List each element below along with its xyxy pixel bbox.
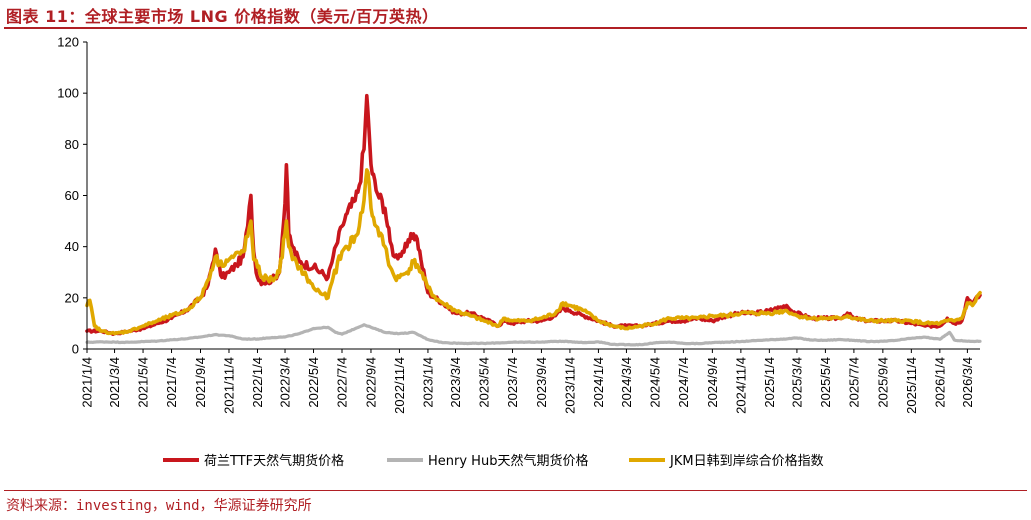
x-tick-label: 2022/11/4 [392, 357, 407, 414]
x-axis-ticks: 2021/1/4 2021/3/4 2021/5/4 2021/7/4 2021/9/4… [80, 349, 975, 414]
series-line-0 [85, 93, 982, 337]
x-tick-label: 2025/5/4 [818, 357, 833, 408]
y-tick-label: 80 [65, 137, 79, 152]
x-tick-label: 2025/7/4 [846, 357, 861, 408]
x-tick-label: 2021/3/4 [107, 357, 122, 408]
y-tick-label: 40 [65, 239, 79, 254]
x-tick-label: 2026/1/4 [932, 357, 947, 408]
x-tick-label: 2025/11/4 [904, 357, 919, 414]
x-tick-label: 2023/7/4 [505, 357, 520, 408]
y-tick-label: 0 [72, 342, 79, 357]
x-tick-label: 2023/3/4 [448, 357, 463, 408]
y-tick-label: 100 [57, 86, 79, 101]
line-chart: 0 20 40 60 80 100 120 2021/1/4 2021/3/4 2021/5/4… [57, 35, 982, 469]
series-layer [85, 93, 982, 347]
x-tick-label: 2024/3/4 [619, 357, 634, 408]
y-tick-label: 120 [57, 35, 79, 50]
x-tick-label: 2024/1/4 [591, 357, 606, 408]
axes [86, 42, 980, 350]
x-tick-label: 2022/1/4 [250, 357, 265, 408]
legend-label: 荷兰TTF天然气期货价格 [204, 453, 344, 469]
legend-label: Henry Hub天然气期货价格 [428, 453, 588, 469]
x-tick-label: 2024/9/4 [705, 357, 720, 408]
x-tick-label: 2022/5/4 [306, 357, 321, 408]
x-tick-label: 2023/9/4 [534, 357, 549, 408]
x-tick-label: 2022/7/4 [335, 357, 350, 408]
x-tick-label: 2022/9/4 [363, 357, 378, 408]
x-tick-label: 2022/3/4 [278, 357, 293, 408]
y-tick-label: 20 [65, 290, 79, 305]
x-tick-label: 2021/9/4 [193, 357, 208, 408]
x-tick-label: 2021/7/4 [164, 357, 179, 408]
x-tick-label: 2026/3/4 [960, 357, 975, 408]
source-rule [4, 490, 1027, 491]
legend: 荷兰TTF天然气期货价格 Henry Hub天然气期货价格 JKM日韩到岸综合价格指… [163, 453, 824, 469]
figure-title: 图表 11：全球主要市场 LNG 价格指数（美元/百万英热） [6, 7, 439, 26]
x-tick-label: 2025/9/4 [875, 357, 890, 408]
series-line-1 [85, 323, 982, 347]
x-tick-label: 2024/5/4 [647, 357, 662, 408]
x-tick-label: 2024/7/4 [676, 357, 691, 408]
y-axis-ticks: 0 20 40 60 80 100 120 [57, 35, 87, 357]
x-tick-label: 2023/1/4 [420, 357, 435, 408]
x-tick-label: 2021/1/4 [80, 357, 95, 408]
title-rule [4, 27, 1027, 29]
x-tick-label: 2023/5/4 [476, 357, 491, 408]
x-tick-label: 2024/11/4 [733, 357, 748, 414]
series-line-2 [85, 168, 982, 336]
x-tick-label: 2025/1/4 [762, 357, 777, 408]
source-note: 资料来源：investing，wind，华源证券研究所 [6, 498, 312, 514]
x-tick-label: 2025/3/4 [789, 357, 804, 408]
x-tick-label: 2021/5/4 [136, 357, 151, 408]
x-tick-label: 2023/11/4 [562, 357, 577, 414]
y-tick-label: 60 [65, 188, 79, 203]
legend-label: JKM日韩到岸综合价格指数 [669, 453, 824, 469]
x-tick-label: 2021/11/4 [221, 357, 236, 414]
